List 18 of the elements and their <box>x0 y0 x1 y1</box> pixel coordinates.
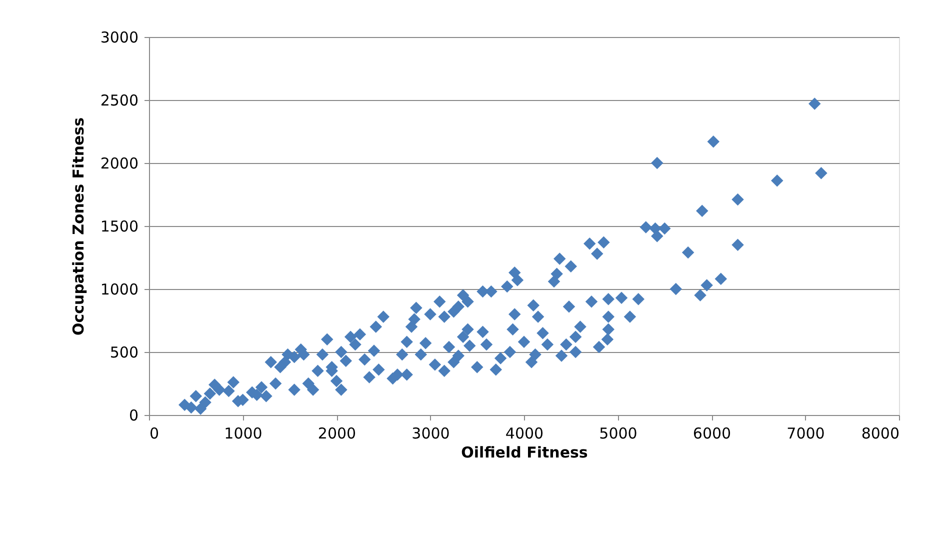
x-tick-label: 2000 <box>318 424 356 442</box>
x-axis-title: Oilfield Fitness <box>461 444 588 462</box>
y-tick-label: 2500 <box>100 92 138 110</box>
y-tick-label: 0 <box>128 406 138 424</box>
x-tick-label: 1000 <box>224 424 262 442</box>
x-tick-label: 8000 <box>861 424 900 442</box>
y-tick-label: 2000 <box>100 154 138 172</box>
y-tick-label: 1500 <box>100 218 138 236</box>
y-tick-label: 1000 <box>100 280 138 298</box>
x-tick-label: 6000 <box>692 424 732 442</box>
x-tick-label: 5000 <box>599 424 638 442</box>
x-tick-label: 0 <box>150 424 160 442</box>
y-axis-title: Occupation Zones Fitness <box>69 117 88 336</box>
x-tick-label: 4000 <box>505 424 544 442</box>
x-tick-label: 3000 <box>412 424 450 442</box>
y-tick-label: 500 <box>110 344 138 362</box>
x-tick-label: 7000 <box>786 424 825 442</box>
y-tick-label: 3000 <box>100 28 138 46</box>
